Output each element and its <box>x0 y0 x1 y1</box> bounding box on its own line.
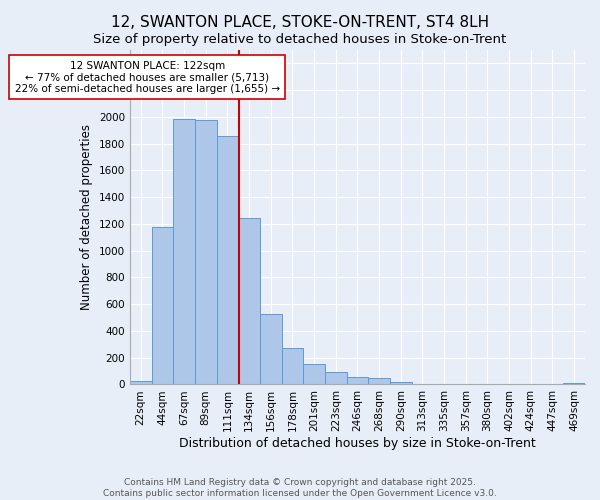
Bar <box>281 348 303 384</box>
Text: Size of property relative to detached houses in Stoke-on-Trent: Size of property relative to detached ho… <box>94 32 506 46</box>
Bar <box>303 364 325 384</box>
Bar <box>563 383 585 384</box>
Bar <box>130 381 152 384</box>
X-axis label: Distribution of detached houses by size in Stoke-on-Trent: Distribution of detached houses by size … <box>179 437 536 450</box>
Bar <box>260 314 281 384</box>
Bar <box>325 372 347 384</box>
Bar <box>368 378 390 384</box>
Bar <box>173 119 195 384</box>
Bar <box>347 377 368 384</box>
Text: 12, SWANTON PLACE, STOKE-ON-TRENT, ST4 8LH: 12, SWANTON PLACE, STOKE-ON-TRENT, ST4 8… <box>111 15 489 30</box>
Bar <box>217 136 238 384</box>
Bar <box>152 228 173 384</box>
Bar <box>238 218 260 384</box>
Text: 12 SWANTON PLACE: 122sqm
← 77% of detached houses are smaller (5,713)
22% of sem: 12 SWANTON PLACE: 122sqm ← 77% of detach… <box>14 60 280 94</box>
Y-axis label: Number of detached properties: Number of detached properties <box>80 124 93 310</box>
Bar <box>390 382 412 384</box>
Bar <box>195 120 217 384</box>
Text: Contains HM Land Registry data © Crown copyright and database right 2025.
Contai: Contains HM Land Registry data © Crown c… <box>103 478 497 498</box>
